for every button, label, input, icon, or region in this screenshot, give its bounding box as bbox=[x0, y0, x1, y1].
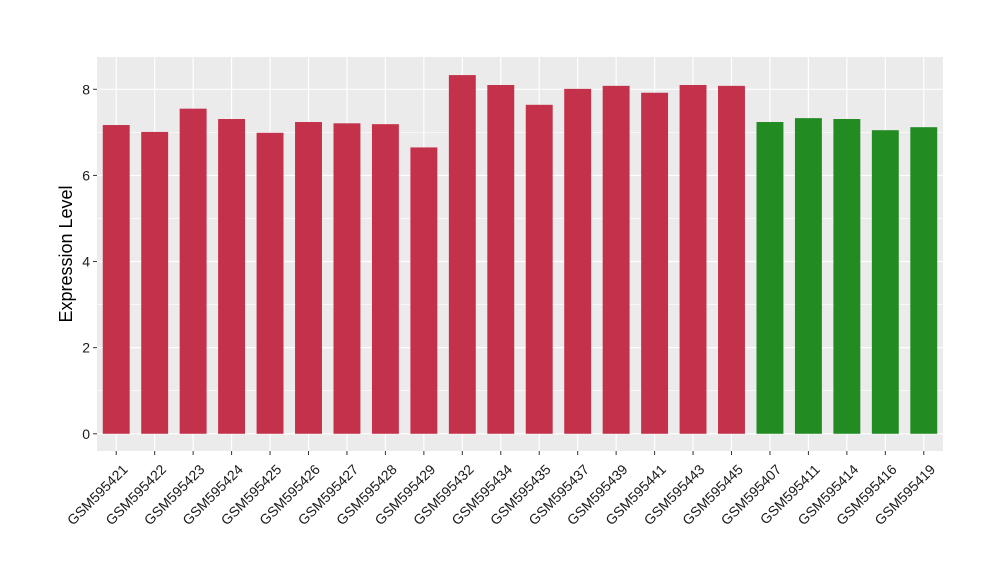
bar-GSM595437 bbox=[564, 88, 592, 434]
bar-GSM595427 bbox=[333, 123, 361, 434]
bar-GSM595411 bbox=[794, 118, 822, 434]
bar-GSM595423 bbox=[179, 108, 207, 434]
bar-GSM595407 bbox=[756, 122, 784, 434]
bar-GSM595439 bbox=[602, 85, 630, 434]
bar-GSM595414 bbox=[833, 119, 861, 434]
x-axis: GSM595421GSM595422GSM595423GSM595424GSM5… bbox=[64, 451, 938, 528]
bar-GSM595441 bbox=[641, 92, 669, 434]
bar-GSM595416 bbox=[871, 130, 899, 434]
bar-GSM595426 bbox=[295, 122, 322, 434]
y-tick-label: 6 bbox=[82, 167, 90, 183]
y-axis: 0 2 4 6 8 bbox=[82, 81, 97, 442]
bar-GSM595443 bbox=[679, 84, 707, 434]
bar-GSM595432 bbox=[448, 75, 476, 434]
y-tick-label: 0 bbox=[82, 426, 90, 442]
bar-GSM595435 bbox=[525, 104, 553, 434]
bar-GSM595429 bbox=[410, 147, 438, 434]
y-tick-label: 8 bbox=[82, 81, 90, 97]
bar-GSM595422 bbox=[141, 131, 169, 434]
bar-GSM595424 bbox=[218, 119, 246, 434]
y-tick-label: 2 bbox=[82, 340, 90, 356]
bar-GSM595445 bbox=[718, 85, 745, 434]
bar-GSM595434 bbox=[487, 84, 515, 434]
y-tick-label: 4 bbox=[82, 254, 90, 270]
bars-layer bbox=[102, 75, 938, 434]
bar-GSM595428 bbox=[371, 124, 399, 434]
bar-GSM595419 bbox=[910, 127, 938, 434]
bar-GSM595425 bbox=[256, 132, 284, 434]
y-axis-label: Expression Level bbox=[56, 185, 76, 322]
bar-GSM595421 bbox=[102, 125, 130, 434]
